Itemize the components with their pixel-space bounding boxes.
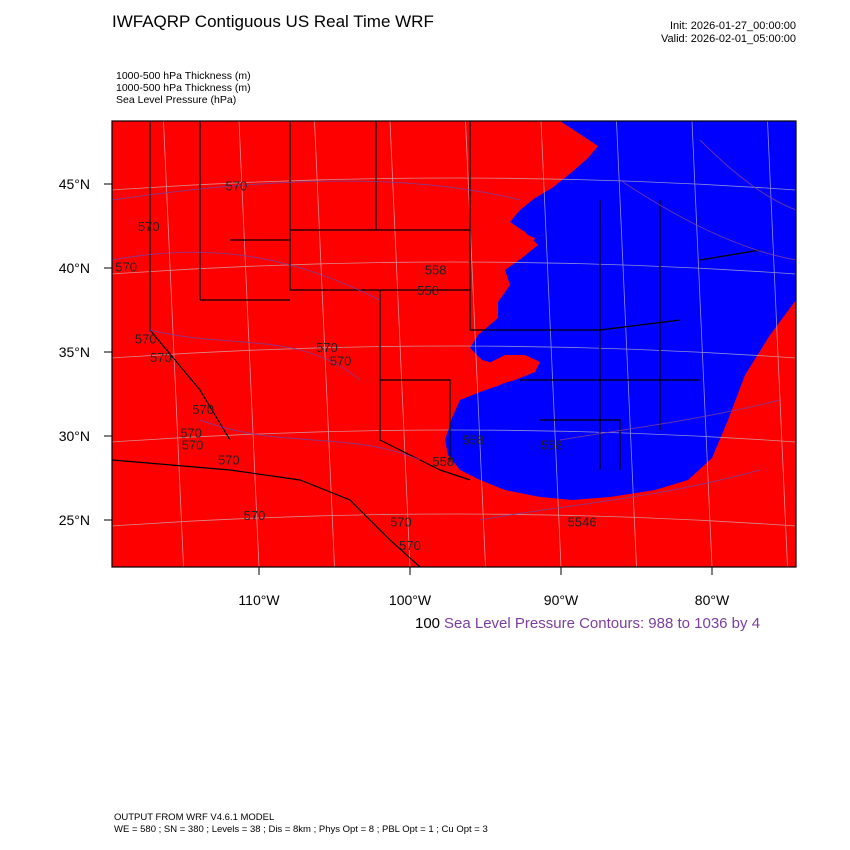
map-title: IWFAQRP Contiguous US Real Time WRF bbox=[112, 12, 434, 31]
lon-label: 100°W bbox=[389, 592, 432, 608]
parallel-line bbox=[112, 429, 796, 443]
thickness-label: 570 bbox=[138, 219, 160, 234]
field-list: 1000-500 hPa Thickness (m) 1000-500 hPa … bbox=[116, 70, 251, 106]
thickness-label: 558 bbox=[417, 283, 439, 298]
thickness-label: 570 bbox=[182, 437, 204, 452]
thickness-label: 558 bbox=[463, 432, 485, 447]
model-config: WE = 580 ; SN = 380 ; Levels = 38 ; Dis … bbox=[114, 824, 488, 835]
thickness-label: 570 bbox=[225, 179, 247, 194]
cold-thickness-fill bbox=[445, 121, 796, 500]
slp-contour-legend: Sea Level Pressure Contours: 988 to 1036… bbox=[444, 615, 761, 632]
latitude-labels: 45°N 40°N 35°N 30°N 25°N bbox=[59, 176, 90, 528]
field-thickness-2: 1000-500 hPa Thickness (m) bbox=[116, 82, 251, 94]
slp-contour bbox=[559, 399, 781, 441]
axis-ticks bbox=[104, 183, 713, 575]
thickness-label: 570 bbox=[330, 353, 352, 368]
meridian-line bbox=[238, 121, 260, 567]
valid-time: Valid: 2026-02-01_05:00:00 bbox=[661, 33, 796, 45]
slp-contour bbox=[112, 251, 381, 301]
lat-label: 30°N bbox=[59, 428, 90, 444]
thickness-label: 570 bbox=[218, 453, 240, 468]
meridian-line bbox=[843, 121, 850, 567]
longitude-labels: 110°W 100°W 90°W 80°W bbox=[238, 592, 730, 608]
meridian-line bbox=[389, 121, 411, 567]
time-stamps: Init: 2026-01-27_00:00:00 Valid: 2026-02… bbox=[661, 20, 796, 46]
lat-label: 25°N bbox=[59, 512, 90, 528]
slp-contour bbox=[112, 180, 521, 201]
warm-intrusion bbox=[485, 355, 540, 385]
slp-contour bbox=[479, 469, 761, 521]
state-border bbox=[540, 419, 621, 470]
slp-contour bbox=[699, 139, 796, 211]
lat-label: 35°N bbox=[59, 344, 90, 360]
colorbar-left-label: 100 bbox=[415, 615, 441, 632]
thickness-label: 5546 bbox=[568, 515, 597, 530]
model-footer: OUTPUT FROM WRF V4.6.1 MODEL WE = 580 ; … bbox=[114, 812, 488, 836]
pressure-contours bbox=[112, 139, 796, 521]
parallel-line bbox=[112, 345, 796, 359]
parallel-line bbox=[112, 177, 796, 191]
thickness-label: 570 bbox=[316, 340, 338, 355]
lon-label: 80°W bbox=[695, 592, 730, 608]
meridian-line bbox=[88, 121, 108, 567]
parallel-line bbox=[112, 94, 796, 106]
thickness-label: 570 bbox=[180, 426, 202, 441]
thickness-label: 558 bbox=[425, 263, 447, 278]
map-frame bbox=[111, 120, 797, 568]
state-border bbox=[379, 380, 471, 481]
meridian-line bbox=[163, 121, 184, 567]
meridian-line bbox=[540, 121, 562, 567]
meridian-line bbox=[616, 121, 637, 567]
meridian-line bbox=[767, 121, 788, 567]
thickness-label: 570 bbox=[150, 350, 172, 365]
lat-label: 45°N bbox=[59, 176, 90, 192]
lat-label: 40°N bbox=[59, 260, 90, 276]
state-border bbox=[289, 121, 381, 380]
init-time: Init: 2026-01-27_00:00:00 bbox=[670, 20, 796, 32]
meridian-line bbox=[465, 121, 486, 567]
thickness-label: 558 bbox=[541, 437, 563, 452]
graticule bbox=[13, 94, 850, 567]
slp-contour bbox=[149, 329, 361, 381]
field-thickness-1: 1000-500 hPa Thickness (m) bbox=[116, 70, 251, 82]
state-border bbox=[112, 459, 421, 567]
parallel-line bbox=[112, 513, 796, 527]
state-border bbox=[149, 121, 231, 441]
slp-contour bbox=[619, 179, 796, 261]
state-borders bbox=[112, 121, 761, 567]
meridian-line bbox=[691, 121, 713, 567]
slp-contour bbox=[199, 419, 421, 461]
thickness-label: 570 bbox=[115, 259, 137, 274]
meridian-line bbox=[13, 121, 33, 567]
thickness-label: 570 bbox=[135, 332, 157, 347]
lon-label: 110°W bbox=[238, 592, 280, 608]
model-version: OUTPUT FROM WRF V4.6.1 MODEL bbox=[114, 812, 275, 823]
thickness-label: 570 bbox=[192, 402, 214, 417]
state-border bbox=[469, 121, 520, 331]
parallel-line bbox=[112, 261, 796, 275]
field-slp: Sea Level Pressure (hPa) bbox=[116, 94, 237, 106]
state-border bbox=[699, 249, 761, 261]
state-border bbox=[380, 379, 451, 460]
thickness-label: 570 bbox=[390, 515, 412, 530]
warm-intrusion-north bbox=[498, 232, 535, 258]
thickness-label: 570 bbox=[399, 538, 421, 553]
thickness-label: 558 bbox=[432, 454, 454, 469]
lon-label: 90°W bbox=[544, 592, 579, 608]
thickness-label: 570 bbox=[244, 508, 266, 523]
